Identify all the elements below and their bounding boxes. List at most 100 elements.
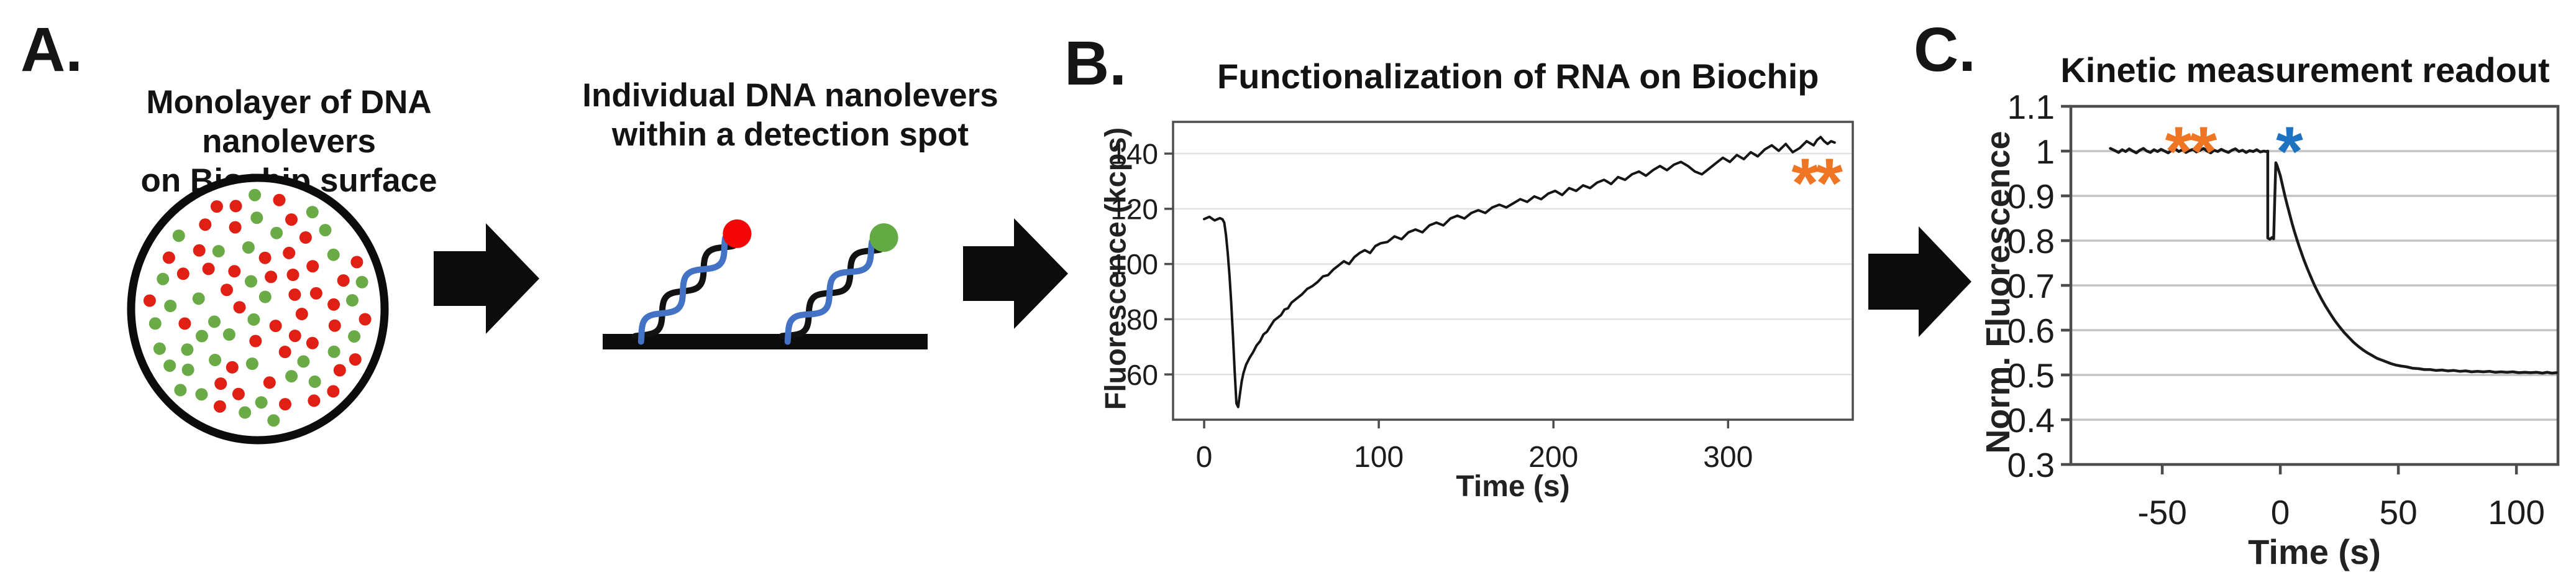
- green-nanolever-dot: [172, 229, 185, 242]
- orange-asterisk-marker: *: [2190, 113, 2217, 190]
- arrow-right-icon: [434, 223, 539, 334]
- red-nanolever-dot: [350, 256, 363, 269]
- green-nanolever-dot: [192, 292, 205, 305]
- red-nanolever-dot: [279, 398, 291, 411]
- red-nanolever-dot: [233, 301, 246, 314]
- chart-c: 1.110.90.80.70.60.50.40.3-50 0 50 100** *: [2007, 88, 2560, 532]
- nanolever-green-strand: [784, 238, 875, 345]
- nanolever-red-strand: [637, 234, 729, 345]
- biochip-surface-bar: [603, 334, 928, 349]
- x-tick-label: -50: [2137, 493, 2187, 532]
- red-nanolever-dot: [288, 330, 301, 343]
- red-nanolever-dot: [327, 298, 340, 311]
- red-nanolever-dot: [193, 244, 206, 257]
- green-nanolever-dot: [195, 330, 208, 343]
- green-nanolever-dot: [306, 206, 319, 219]
- panel-c-label: C.: [1914, 15, 1976, 85]
- red-nanolever-dot: [249, 335, 262, 348]
- chart-b: 60 80 100 120 140 0 100 200 300 **: [1110, 121, 1854, 474]
- red-nanolever-dot: [210, 200, 223, 213]
- green-nanolever-dot: [308, 375, 321, 388]
- red-nanolever-dot: [306, 336, 319, 349]
- red-nanolever-dot: [263, 376, 276, 389]
- green-nanolever-dot: [242, 241, 255, 254]
- green-nanolever-dot: [212, 245, 225, 257]
- red-nanolever-dot: [202, 262, 215, 275]
- y-tick-label: 0.4: [2007, 401, 2055, 440]
- chart-b-xlabel: Time (s): [1456, 470, 1570, 503]
- detection-spot-title-line2: within a detection spot: [611, 116, 969, 153]
- green-nanolever-dot: [209, 354, 222, 366]
- green-nanolever-dot: [346, 294, 359, 307]
- plot-border: [1172, 121, 1854, 421]
- y-tick-label: 0.6: [2007, 312, 2055, 350]
- asterisk-marker: *: [2276, 113, 2303, 190]
- red-nanolever-dot: [232, 387, 245, 400]
- green-nanolever-dot: [355, 275, 368, 288]
- panel-a-label: A.: [21, 15, 83, 85]
- green-nanolever-dot: [247, 313, 260, 326]
- green-nanolever-dot: [255, 396, 268, 409]
- red-nanolever-dot: [306, 260, 319, 273]
- chart-c-xlabel: Time (s): [2248, 532, 2381, 571]
- x-tick-label: 100: [2488, 493, 2545, 532]
- nanolever-red-fluorophore: [723, 219, 752, 248]
- detection-spot-title-line1: Individual DNA nanolevers: [582, 77, 998, 114]
- red-nanolever-dot: [221, 284, 233, 297]
- green-nanolever-dot: [258, 290, 272, 303]
- green-nanolever-dot: [164, 300, 177, 312]
- y-tick-label: 80: [1126, 303, 1158, 336]
- green-nanolever-dot: [157, 272, 170, 285]
- red-nanolever-dot: [265, 270, 278, 284]
- red-nanolever-dot: [299, 231, 312, 244]
- green-nanolever-dot: [270, 226, 283, 239]
- green-nanolever-dot: [239, 406, 252, 419]
- chart-b-trace: [1203, 136, 1836, 409]
- x-tick-label: 0: [2271, 493, 2290, 532]
- green-nanolever-dot: [249, 188, 262, 201]
- x-tick-label: 100: [1354, 441, 1404, 474]
- green-nanolever-dot: [297, 355, 310, 368]
- y-tick-label: 0.5: [2007, 356, 2055, 395]
- y-tick-label: 60: [1126, 359, 1158, 391]
- red-nanolever-dot: [269, 320, 282, 333]
- detection-spot-title: Individual DNA nanolevers within a detec…: [573, 76, 1008, 154]
- red-nanolever-dot: [199, 218, 212, 231]
- orange-asterisk-marker: *: [1816, 144, 1843, 222]
- red-nanolever-dot: [285, 213, 298, 226]
- monolayer-title-line1: Monolayer of DNA nanolevers: [146, 84, 432, 160]
- y-tick-label: 0.7: [2007, 267, 2055, 305]
- y-tick-label: 100: [1110, 248, 1158, 280]
- y-tick-label: 1.1: [2007, 88, 2055, 126]
- green-nanolever-dot: [181, 343, 194, 356]
- y-tick-label: 1: [2035, 132, 2055, 171]
- orange-asterisk-marker: *: [2165, 113, 2193, 190]
- red-nanolever-dot: [178, 317, 191, 330]
- panel-b-label: B.: [1064, 29, 1126, 98]
- red-nanolever-dot: [327, 385, 340, 398]
- red-nanolever-dot: [143, 294, 156, 307]
- green-nanolever-dot: [348, 330, 361, 343]
- green-nanolever-dot: [148, 317, 162, 330]
- y-tick-label: 0.8: [2007, 222, 2055, 261]
- red-nanolever-dot: [328, 319, 341, 332]
- red-nanolever-dot: [278, 346, 291, 358]
- green-nanolever-dot: [163, 359, 176, 372]
- green-nanolever-dot: [285, 370, 298, 383]
- y-tick-label: 0.3: [2007, 446, 2055, 484]
- red-nanolever-dot: [162, 251, 175, 264]
- green-nanolever-dot: [181, 363, 194, 376]
- nanolever-green-fluorophore: [869, 223, 898, 252]
- red-nanolever-dot: [213, 400, 226, 413]
- x-tick-label: 200: [1528, 441, 1578, 474]
- green-nanolever-dot: [245, 358, 258, 370]
- x-tick-label: 0: [1196, 441, 1213, 474]
- chart-c-trace: [2109, 147, 2558, 375]
- red-nanolever-dot: [359, 313, 372, 326]
- green-nanolever-dot: [267, 414, 280, 427]
- red-nanolever-dot: [228, 265, 241, 278]
- x-tick-label: 300: [1703, 441, 1753, 474]
- red-nanolever-dot: [176, 267, 190, 280]
- red-nanolever-dot: [229, 221, 242, 234]
